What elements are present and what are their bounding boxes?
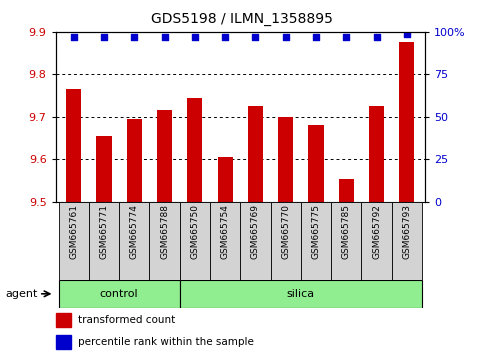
Bar xyxy=(56,313,71,327)
Point xyxy=(70,34,78,40)
Bar xyxy=(97,136,112,202)
FancyBboxPatch shape xyxy=(301,202,331,280)
FancyBboxPatch shape xyxy=(58,202,89,280)
Bar xyxy=(66,89,81,202)
Point xyxy=(221,34,229,40)
Text: GSM665788: GSM665788 xyxy=(160,204,169,259)
FancyBboxPatch shape xyxy=(180,202,210,280)
Bar xyxy=(56,335,71,349)
Bar xyxy=(309,125,324,202)
FancyBboxPatch shape xyxy=(180,280,422,308)
Point xyxy=(161,34,169,40)
FancyBboxPatch shape xyxy=(89,202,119,280)
Bar xyxy=(127,119,142,202)
Point xyxy=(403,31,411,36)
Text: GSM665761: GSM665761 xyxy=(69,204,78,259)
FancyBboxPatch shape xyxy=(149,202,180,280)
Bar xyxy=(339,179,354,202)
Text: GSM665785: GSM665785 xyxy=(342,204,351,259)
Point xyxy=(252,34,259,40)
FancyBboxPatch shape xyxy=(58,280,180,308)
Point xyxy=(191,34,199,40)
Bar xyxy=(369,106,384,202)
Text: GSM665775: GSM665775 xyxy=(312,204,321,259)
Text: transformed count: transformed count xyxy=(78,315,175,325)
FancyBboxPatch shape xyxy=(270,202,301,280)
Point xyxy=(100,34,108,40)
Text: silica: silica xyxy=(287,289,315,299)
Text: GSM665769: GSM665769 xyxy=(251,204,260,259)
Text: GSM665792: GSM665792 xyxy=(372,204,381,259)
Bar xyxy=(248,106,263,202)
Text: GSM665793: GSM665793 xyxy=(402,204,412,259)
Bar xyxy=(157,110,172,202)
Text: GDS5198 / ILMN_1358895: GDS5198 / ILMN_1358895 xyxy=(151,12,332,27)
Text: GSM665754: GSM665754 xyxy=(221,204,229,259)
Bar xyxy=(399,42,414,202)
FancyBboxPatch shape xyxy=(119,202,149,280)
FancyBboxPatch shape xyxy=(392,202,422,280)
FancyBboxPatch shape xyxy=(241,202,270,280)
Bar xyxy=(278,117,293,202)
Point xyxy=(373,34,381,40)
Point xyxy=(312,34,320,40)
Text: GSM665771: GSM665771 xyxy=(99,204,109,259)
Text: agent: agent xyxy=(6,289,38,299)
Point xyxy=(282,34,290,40)
Text: GSM665750: GSM665750 xyxy=(190,204,199,259)
Text: percentile rank within the sample: percentile rank within the sample xyxy=(78,337,254,347)
Text: GSM665770: GSM665770 xyxy=(281,204,290,259)
FancyBboxPatch shape xyxy=(210,202,241,280)
Point xyxy=(342,34,350,40)
Bar xyxy=(217,157,233,202)
Bar xyxy=(187,98,202,202)
Text: control: control xyxy=(100,289,139,299)
FancyBboxPatch shape xyxy=(361,202,392,280)
FancyBboxPatch shape xyxy=(331,202,361,280)
Text: GSM665774: GSM665774 xyxy=(130,204,139,259)
Point xyxy=(130,34,138,40)
